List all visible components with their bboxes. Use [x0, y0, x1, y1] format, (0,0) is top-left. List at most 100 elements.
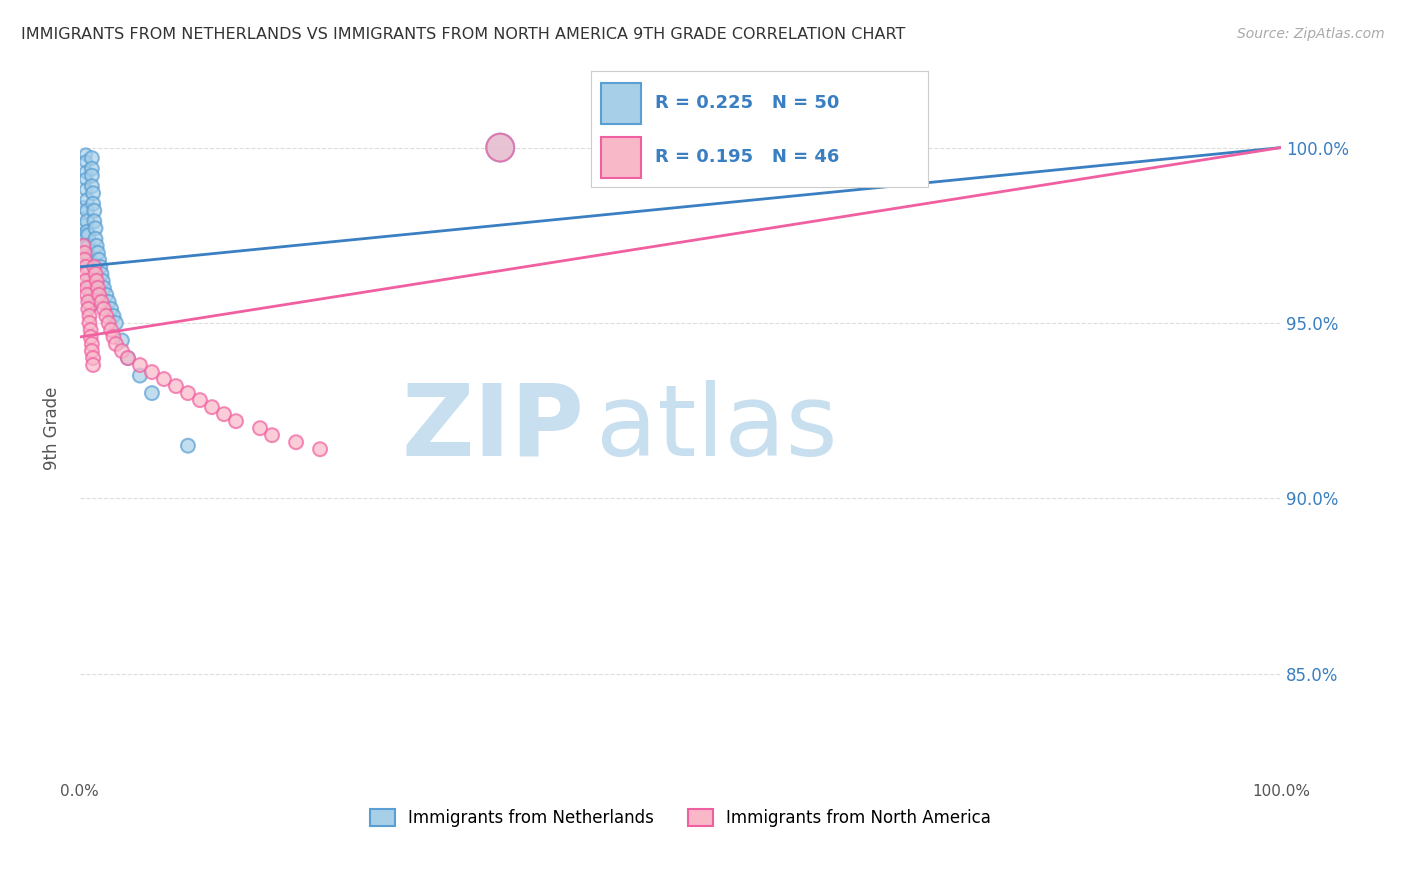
Point	[79, 281, 101, 295]
Point	[103, 309, 125, 323]
Point	[100, 323, 122, 337]
Point	[72, 200, 94, 214]
Point	[75, 274, 97, 288]
Point	[73, 239, 96, 253]
Text: Source: ZipAtlas.com: Source: ZipAtlas.com	[1237, 27, 1385, 41]
Point	[141, 386, 163, 401]
Point	[77, 228, 100, 243]
Point	[93, 301, 115, 316]
Point	[165, 379, 187, 393]
Point	[212, 407, 235, 421]
Point	[489, 140, 512, 154]
Point	[104, 316, 127, 330]
Text: R = 0.195   N = 46: R = 0.195 N = 46	[655, 148, 839, 166]
Point	[129, 368, 152, 383]
Point	[75, 147, 97, 161]
Point	[77, 239, 100, 253]
Point	[79, 330, 101, 344]
Point	[80, 179, 103, 194]
Point	[90, 267, 112, 281]
Point	[80, 169, 103, 183]
Point	[79, 316, 101, 330]
Point	[93, 281, 115, 295]
Text: ZIP: ZIP	[402, 380, 585, 476]
Point	[76, 193, 98, 207]
Point	[75, 165, 97, 179]
Point	[73, 228, 96, 243]
Point	[225, 414, 247, 428]
Point	[75, 172, 97, 186]
Point	[84, 232, 107, 246]
Point	[103, 330, 125, 344]
Point	[80, 337, 103, 351]
Point	[86, 239, 108, 253]
Point	[79, 298, 101, 312]
Point	[188, 393, 211, 408]
Point	[89, 260, 111, 274]
Point	[83, 203, 105, 218]
Point	[73, 218, 96, 232]
Point	[87, 252, 110, 267]
Point	[73, 252, 96, 267]
Point	[80, 161, 103, 176]
Point	[79, 252, 101, 267]
Point	[79, 263, 101, 277]
Point	[84, 267, 107, 281]
Point	[76, 214, 98, 228]
Point	[79, 274, 101, 288]
Legend: Immigrants from Netherlands, Immigrants from North America: Immigrants from Netherlands, Immigrants …	[363, 802, 997, 834]
Point	[75, 267, 97, 281]
Point	[82, 196, 104, 211]
Point	[117, 351, 139, 365]
Point	[82, 358, 104, 372]
Point	[177, 386, 200, 401]
Y-axis label: 9th Grade: 9th Grade	[44, 386, 60, 470]
Point	[87, 245, 110, 260]
Point	[87, 281, 110, 295]
Point	[76, 203, 98, 218]
Point	[97, 316, 120, 330]
Point	[129, 358, 152, 372]
Point	[72, 239, 94, 253]
Point	[111, 344, 134, 359]
Point	[96, 288, 118, 302]
Point	[489, 140, 512, 154]
Point	[79, 323, 101, 337]
Point	[82, 186, 104, 201]
Point	[309, 442, 332, 457]
Point	[117, 351, 139, 365]
Point	[73, 245, 96, 260]
FancyBboxPatch shape	[600, 137, 641, 178]
Point	[75, 260, 97, 274]
Point	[83, 214, 105, 228]
Point	[97, 294, 120, 309]
Point	[153, 372, 176, 386]
Text: IMMIGRANTS FROM NETHERLANDS VS IMMIGRANTS FROM NORTH AMERICA 9TH GRADE CORRELATI: IMMIGRANTS FROM NETHERLANDS VS IMMIGRANT…	[21, 27, 905, 42]
Point	[76, 288, 98, 302]
Point	[77, 249, 100, 263]
Point	[201, 400, 224, 414]
Point	[141, 365, 163, 379]
Point	[80, 344, 103, 359]
Point	[249, 421, 271, 435]
Point	[90, 294, 112, 309]
Text: R = 0.225   N = 50: R = 0.225 N = 50	[655, 94, 839, 112]
Point	[87, 288, 110, 302]
Point	[96, 309, 118, 323]
Point	[82, 351, 104, 365]
Point	[80, 151, 103, 165]
Point	[77, 301, 100, 316]
Point	[260, 428, 283, 442]
Point	[75, 183, 97, 197]
Point	[111, 334, 134, 348]
Point	[100, 301, 122, 316]
Point	[76, 281, 98, 295]
Point	[79, 288, 101, 302]
Point	[86, 274, 108, 288]
Point	[104, 337, 127, 351]
Point	[285, 435, 308, 450]
Point	[76, 225, 98, 239]
Point	[91, 274, 114, 288]
Point	[79, 309, 101, 323]
Point	[75, 154, 97, 169]
